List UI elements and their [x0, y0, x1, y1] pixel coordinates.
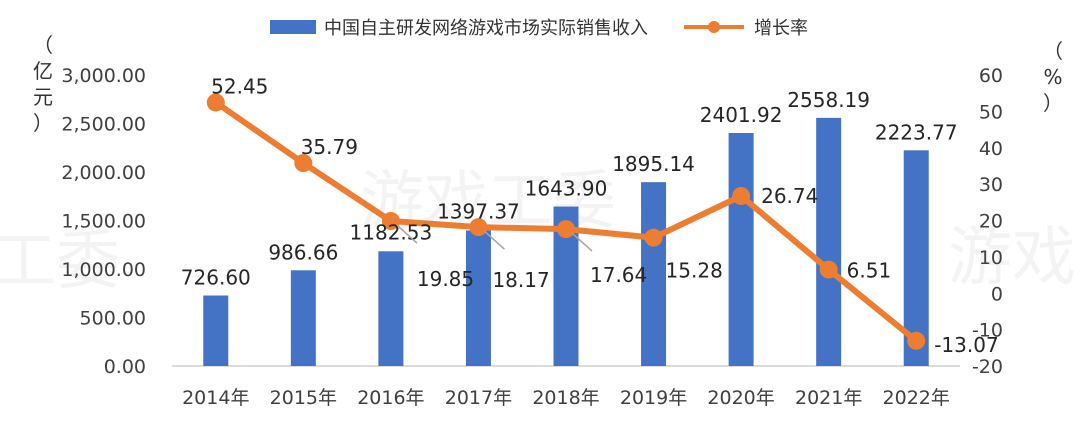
x-tick-label: 2015年 [270, 387, 337, 409]
y-left-tick-label: 1,500.00 [61, 211, 146, 233]
growth-value-label: 26.74 [761, 184, 818, 208]
y-left-tick-label: 1,000.00 [61, 259, 146, 281]
y-right-tick-label: -10 [972, 320, 1003, 342]
bar-value-label: 1643.90 [525, 177, 608, 201]
growth-point [732, 186, 751, 205]
chart-legend: 中国自主研发网络游戏市场实际销售收入 增长率 [270, 14, 808, 40]
x-tick-label: 2016年 [357, 387, 424, 409]
right-axis-unit: （ % ） [1043, 39, 1063, 115]
bar-value-label: 986.66 [268, 240, 338, 264]
y-right-tick-label: -20 [972, 356, 1003, 378]
growth-point [819, 260, 838, 279]
legend-line-label: 增长率 [754, 18, 808, 39]
x-tick-label: 2019年 [620, 387, 687, 409]
legend-line-swatch [684, 21, 744, 33]
bar [203, 295, 229, 366]
x-tick-label: 2017年 [445, 387, 512, 409]
growth-value-label: 35.79 [301, 135, 358, 159]
growth-point [469, 218, 488, 237]
bar [641, 182, 667, 366]
x-tick-label: 2022年 [883, 387, 950, 409]
y-right-tick-label: 0 [991, 283, 1003, 305]
y-right-tick-label: 20 [979, 211, 1003, 233]
growth-point [644, 228, 663, 247]
growth-value-label: 52.45 [211, 74, 268, 98]
growth-value-label: 18.17 [492, 268, 549, 292]
growth-value-label: 19.85 [417, 267, 474, 291]
bar-value-label: 2223.77 [875, 120, 958, 144]
y-right-tick-label: 60 [979, 65, 1003, 87]
y-right-tick-label: 10 [979, 247, 1003, 269]
growth-label-leader [483, 230, 505, 250]
x-tick-label: 2021年 [795, 387, 862, 409]
bar-value-label: 1397.37 [437, 199, 520, 223]
legend-bar-swatch [270, 20, 316, 34]
bar-value-label: 2558.19 [787, 88, 870, 112]
y-left-tick-label: 2,000.00 [61, 162, 146, 184]
growth-label-leader [571, 232, 593, 252]
x-tick-label: 2014年 [182, 387, 249, 409]
y-left-tick-label: 2,500.00 [61, 114, 146, 136]
x-tick-label: 2018年 [532, 387, 599, 409]
y-left-tick-label: 500.00 [80, 308, 146, 330]
growth-point [381, 212, 400, 231]
bar-value-label: 1182.53 [350, 220, 433, 244]
bar-value-label: 2401.92 [700, 103, 783, 127]
bar [465, 230, 491, 366]
bar [378, 251, 404, 366]
y-left-tick-label: 3,000.00 [61, 65, 146, 87]
growth-value-label: -13.07 [934, 333, 998, 357]
x-tick-label: 2020年 [707, 387, 774, 409]
growth-point [907, 331, 926, 350]
left-axis-unit: （ 亿 元 ） [33, 33, 53, 135]
growth-point [206, 93, 225, 112]
bar-value-label: 1895.14 [612, 152, 695, 176]
bar-value-label: 726.60 [181, 266, 251, 290]
growth-value-label: 15.28 [666, 259, 723, 283]
growth-label-leader [396, 224, 418, 244]
y-right-tick-label: 40 [979, 138, 1003, 160]
growth-value-label: 6.51 [847, 259, 892, 283]
bar [903, 150, 929, 366]
y-left-tick-label: 0.00 [104, 356, 146, 378]
y-right-tick-label: 50 [979, 101, 1003, 123]
bar [816, 117, 842, 367]
growth-point [557, 220, 575, 239]
y-right-tick-label: 30 [979, 174, 1003, 196]
growth-point [294, 154, 313, 173]
legend-bar-label: 中国自主研发网络游戏市场实际销售收入 [324, 18, 648, 39]
bar [728, 133, 754, 366]
growth-value-label: 17.64 [590, 263, 647, 287]
bar [290, 270, 316, 366]
